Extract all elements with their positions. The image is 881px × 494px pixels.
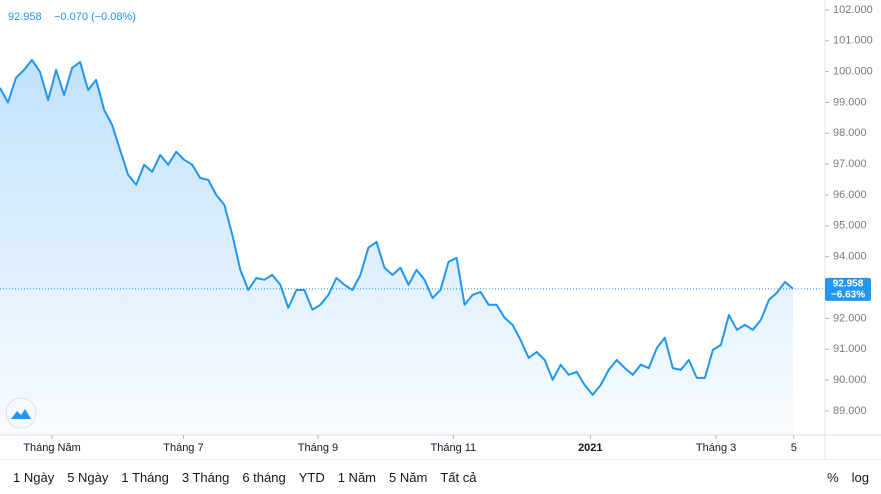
y-tick-label: 95.000 bbox=[833, 220, 867, 232]
last-price-label: 92.958 bbox=[833, 278, 864, 289]
x-tick-label: Tháng 9 bbox=[298, 442, 338, 454]
y-tick-label: 91.000 bbox=[833, 343, 867, 355]
toolbar-button[interactable]: 6 tháng bbox=[242, 469, 286, 485]
y-tick-label: 89.000 bbox=[833, 405, 867, 417]
y-tick-label: 96.000 bbox=[833, 189, 867, 201]
x-tick-label: 2021 bbox=[578, 442, 602, 454]
toolbar-button[interactable]: % bbox=[827, 469, 839, 485]
last-change-label: −6.63% bbox=[831, 289, 865, 300]
toolbar-button[interactable]: 5 Ngày bbox=[67, 469, 109, 485]
y-tick-label: 99.000 bbox=[833, 96, 867, 108]
last-price-box bbox=[825, 277, 871, 301]
y-tick-label: 101.000 bbox=[833, 35, 873, 47]
x-tick-label: Tháng Năm bbox=[23, 442, 80, 454]
y-tick-label: 100.000 bbox=[833, 65, 873, 77]
y-tick-label: 102.000 bbox=[833, 4, 873, 16]
y-tick-label: 90.000 bbox=[833, 374, 867, 386]
x-tick-label: Tháng 3 bbox=[696, 442, 736, 454]
x-tick-label: Tháng 7 bbox=[163, 442, 203, 454]
x-tick-label: Tháng 11 bbox=[431, 442, 477, 454]
y-tick-label: 97.000 bbox=[833, 158, 867, 170]
toolbar-button[interactable]: log bbox=[851, 469, 869, 485]
toolbar-button[interactable]: 1 Năm bbox=[337, 469, 377, 485]
toolbar-button[interactable]: Tất cả bbox=[440, 469, 477, 485]
toolbar-button[interactable]: 3 Tháng bbox=[181, 469, 230, 485]
header-price: 92.958 bbox=[8, 11, 42, 23]
toolbar-button[interactable]: 1 Tháng bbox=[121, 469, 169, 485]
toolbar-button[interactable]: 5 Năm bbox=[389, 469, 428, 485]
y-tick-label: 92.000 bbox=[833, 312, 867, 324]
y-tick-label: 94.000 bbox=[833, 251, 867, 263]
area-fill bbox=[0, 59, 793, 436]
toolbar-button[interactable]: 1 Ngày bbox=[13, 469, 55, 485]
x-tick-label: 5 bbox=[791, 442, 797, 454]
y-tick-label: 98.000 bbox=[833, 127, 867, 139]
toolbar-button[interactable]: YTD bbox=[298, 469, 325, 485]
toolbar: 1 Ngày 5 Ngày 1 Tháng 3 Tháng 6 tháng YTD 1 Nă… bbox=[0, 460, 881, 494]
chart: 92.958 −0.070 (−0.08%) 89.000 90.000 91.00… bbox=[0, 0, 881, 460]
header-change: −0.070 (−0.08%) bbox=[54, 11, 136, 23]
price-line bbox=[0, 58, 794, 396]
